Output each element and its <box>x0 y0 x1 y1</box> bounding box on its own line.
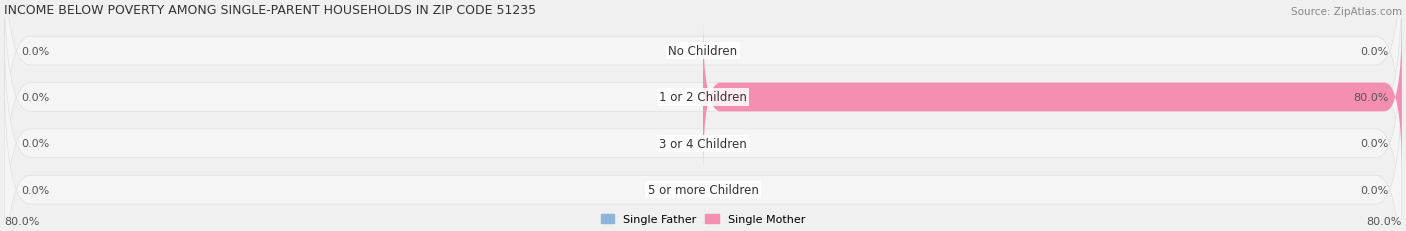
Text: Source: ZipAtlas.com: Source: ZipAtlas.com <box>1291 7 1402 17</box>
FancyBboxPatch shape <box>4 0 1402 222</box>
Text: 1 or 2 Children: 1 or 2 Children <box>659 91 747 104</box>
Text: 0.0%: 0.0% <box>21 139 49 149</box>
FancyBboxPatch shape <box>4 20 1402 231</box>
Text: 0.0%: 0.0% <box>1361 185 1389 195</box>
Text: 80.0%: 80.0% <box>4 216 39 226</box>
Text: 0.0%: 0.0% <box>21 185 49 195</box>
Text: 0.0%: 0.0% <box>21 46 49 56</box>
Text: 0.0%: 0.0% <box>21 93 49 103</box>
FancyBboxPatch shape <box>4 66 1402 231</box>
Text: No Children: No Children <box>668 45 738 58</box>
Text: 3 or 4 Children: 3 or 4 Children <box>659 137 747 150</box>
Text: 0.0%: 0.0% <box>1361 46 1389 56</box>
FancyBboxPatch shape <box>4 0 1402 176</box>
Text: 5 or more Children: 5 or more Children <box>648 183 758 196</box>
Legend: Single Father, Single Mother: Single Father, Single Mother <box>600 214 806 224</box>
Text: 80.0%: 80.0% <box>1367 216 1402 226</box>
Text: INCOME BELOW POVERTY AMONG SINGLE-PARENT HOUSEHOLDS IN ZIP CODE 51235: INCOME BELOW POVERTY AMONG SINGLE-PARENT… <box>4 4 536 17</box>
FancyBboxPatch shape <box>703 20 1402 176</box>
Text: 80.0%: 80.0% <box>1354 93 1389 103</box>
Text: 0.0%: 0.0% <box>1361 139 1389 149</box>
